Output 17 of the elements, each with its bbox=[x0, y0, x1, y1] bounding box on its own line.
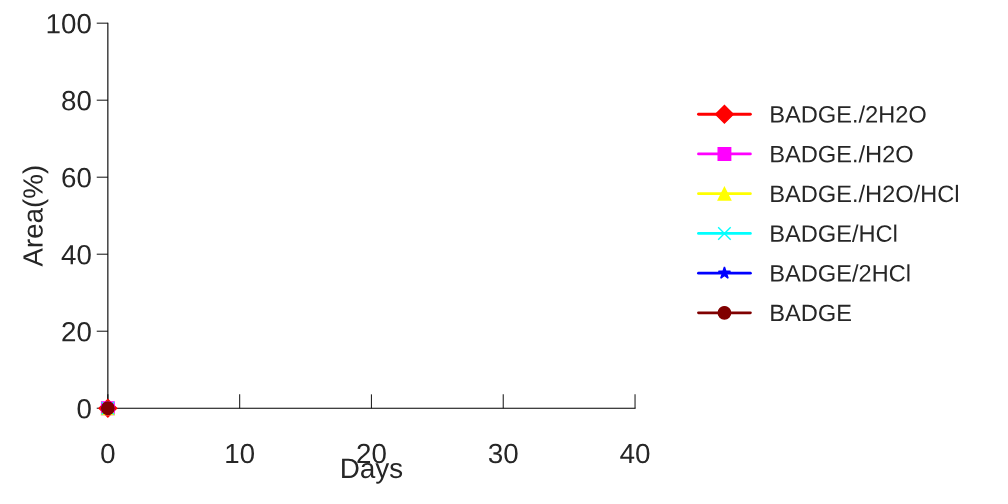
legend-label: BADGE./H2O bbox=[771, 145, 913, 163]
legend-label: BADGE/2HCl bbox=[771, 264, 910, 282]
legend-label: BADGE./H2O/HCl bbox=[771, 184, 958, 203]
legend-label: BADGE./2H2O bbox=[771, 105, 926, 123]
x-tick-label: 10 bbox=[226, 443, 255, 464]
x-tick-label: 40 bbox=[620, 443, 650, 464]
y-tick-label: 40 bbox=[61, 244, 91, 265]
y-axis-title: Area(%) bbox=[22, 166, 49, 267]
legend-label: BADGE/HCl bbox=[771, 224, 897, 242]
y-tick-label: 60 bbox=[62, 167, 91, 188]
y-tick-label: 0 bbox=[77, 398, 91, 419]
y-tick-label: 100 bbox=[47, 13, 91, 34]
y-tick-label: 20 bbox=[62, 321, 91, 342]
x-tick-label: 0 bbox=[101, 443, 115, 464]
legend-label: BADGE bbox=[771, 304, 851, 322]
y-tick-label: 80 bbox=[62, 90, 91, 111]
x-tick-label: 30 bbox=[488, 443, 518, 464]
